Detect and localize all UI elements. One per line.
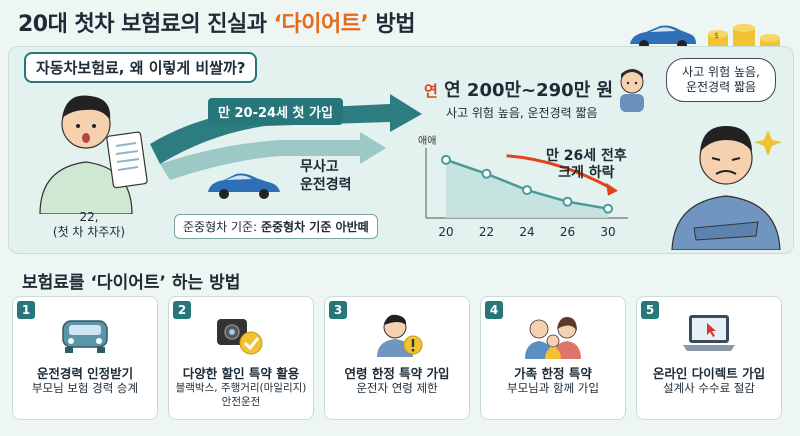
age-premium-chart: 애애 20 22 24 26 30 [418,132,638,248]
worried-person-icon [620,69,644,112]
card-number: 3 [329,301,347,319]
card-number: 2 [173,301,191,319]
sparkle-icon [754,130,782,156]
bubble-line2: 운전경력 짧음 [685,80,757,94]
person-label-line1: 22, [79,210,99,224]
card-title: 가족 한정 특약 [514,366,592,381]
standard-value: 준중형차 기준 아반떼 [260,220,369,234]
chart-point [481,168,492,179]
title-highlight: ‘다이어트’ [273,12,369,37]
x-tick-label: 24 [519,225,534,239]
driver-warning-icon [377,314,423,357]
cost-prefix: 연 [424,82,438,100]
blackbox-icon [217,319,263,355]
card-title: 연령 한정 특약 가입 [344,366,450,381]
first-signup-label: 만 20-24세 첫 가입 [208,98,343,125]
person-label: 22, (첫 차 차주자) [50,210,128,240]
card-subtitle: 설계사 수수료 절감 [663,381,755,395]
flow-arrows [150,94,422,180]
card-title: 다양한 할인 특약 활용 [182,366,300,381]
family-icon [525,317,581,359]
section-tag: 자동차보험료, 왜 이렇게 비쌀까? [24,52,258,83]
bubble-line1: 사고 위험 높음, [682,65,760,79]
card-title: 온라인 다이렉트 가입 [652,366,766,381]
card-subtitle: 운전자 연령 제한 [356,381,438,395]
person-label-line2: (첫 차 차주자) [52,225,126,239]
x-tick-label: 20 [438,225,453,239]
x-tick-label: 22 [479,225,494,239]
no-accident-line1: 무사고 [300,159,339,175]
chart-note: 만 26세 전후 크게 하락 [546,148,627,182]
no-accident-label: 무사고 운전경력 [300,158,352,194]
method-card-5: 5 온라인 다이렉트 가입 설계사 수수료 절감 [636,296,782,420]
chart-note-line2: 크게 하락 [558,165,615,181]
title-suffix: 방법 [368,12,416,37]
trend-arrow-head [606,182,618,196]
standard-label: 준중형차 기준: [183,220,258,234]
laptop-icon [683,315,735,351]
card-subtitle-line1: 블랙박스, 주행거리(마일리지) [175,382,307,394]
stressed-person-icon [671,126,782,250]
card-subtitle: 부모님과 함께 가입 [507,381,599,395]
svg-text:$: $ [714,31,719,40]
bottom-section-title: 보험료를 ‘다이어트’ 하는 방법 [22,273,241,293]
page-title: 20대 첫차 보험료의 진실과 ‘다이어트’ 방법 [18,6,415,38]
chart-point [522,185,532,196]
card-subtitle-line2: 안전운전 [221,396,261,408]
card-title: 운전경력 인정받기 [36,366,134,381]
card-number: 1 [17,301,35,319]
method-card-3: 3 연령 한정 특약 가입 운전자 연령 제한 [324,296,470,420]
car-icon [62,320,108,353]
student-person-icon [39,95,148,214]
card-subtitle: 블랙박스, 주행거리(마일리지) 안전운전 [169,381,313,409]
cost-subtitle: 사고 위험 높음, 운전경력 짧음 [446,106,598,120]
small-car-icon [208,173,280,199]
method-card-2: 2 다양한 할인 특약 활용 블랙박스, 주행거리(마일리지) 안전운전 [168,296,314,420]
speech-bubble: 사고 위험 높음, 운전경력 짧음 [666,58,776,102]
cost-value: 연 200만~290만 원 [444,80,614,101]
card-number: 4 [485,301,503,319]
trend-arrow [506,154,613,191]
no-accident-line2: 운전경력 [300,177,352,193]
standard-car-box: 준중형차 기준: 준중형차 기준 아반떼 [174,214,378,239]
method-card-4: 4 가족 한정 특약 부모님과 함께 가입 [480,296,626,420]
document-icon [106,131,148,189]
chart-note-line1: 만 26세 전후 [546,148,627,164]
card-subtitle: 부모님 보험 경력 승계 [31,381,139,395]
chart-point [562,196,573,207]
chart-point [603,203,613,214]
x-tick-label: 30 [600,225,615,239]
card-number: 5 [641,301,659,319]
x-tick-label: 26 [560,225,575,239]
annual-cost: 연 연 200만~290만 원 [424,76,613,102]
method-card-1: 1 운전경력 인정받기 부모님 보험 경력 승계 [12,296,158,420]
method-cards: 1 운전경력 인정받기 부모님 보험 경력 승계 2 다양한 할인 특약 활용 … [12,296,790,428]
chart-svg: 애애 20 22 24 26 30 [418,135,628,239]
chart-point [441,154,451,165]
title-prefix: 20대 첫차 보험료의 진실과 [18,12,274,37]
chart-y-label: 애애 [418,135,436,147]
